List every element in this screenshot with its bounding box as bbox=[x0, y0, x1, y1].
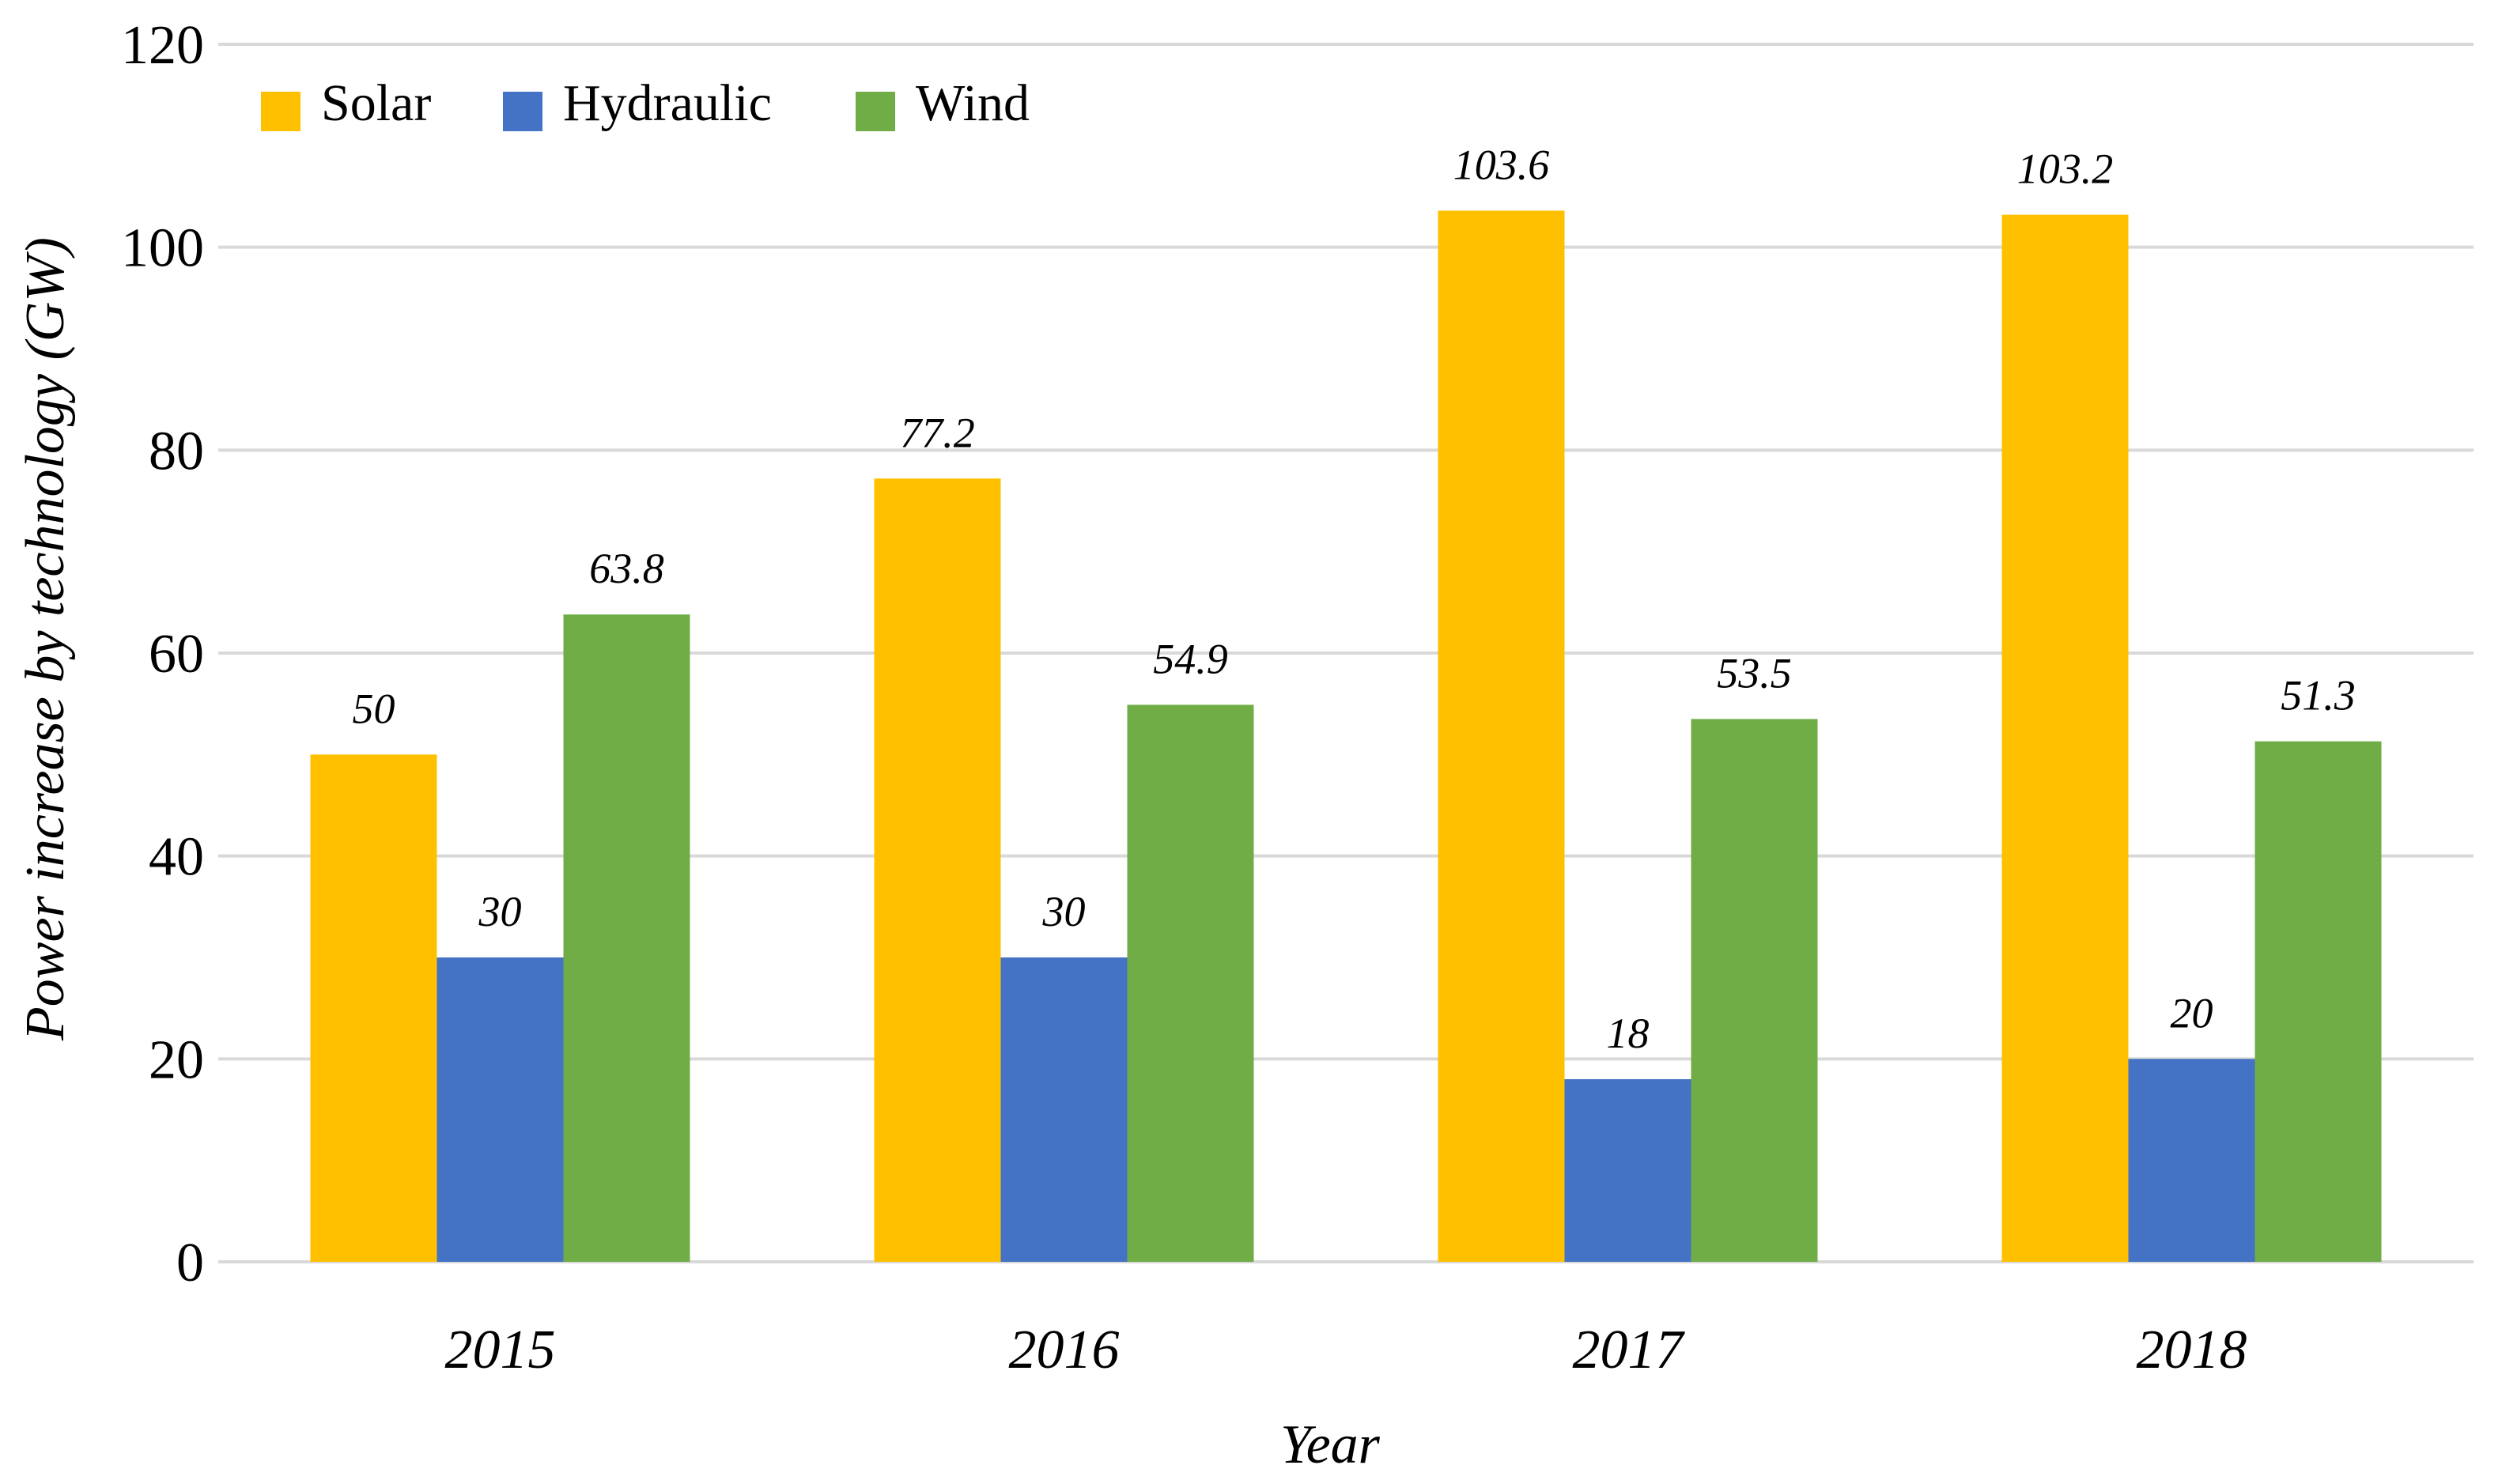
bar-wind-2017 bbox=[1691, 719, 1818, 1262]
data-label-solar-2015: 50 bbox=[353, 685, 395, 732]
y-axis-ticks: 0 20 40 60 80 100 120 bbox=[121, 15, 204, 1293]
data-label-solar-2018: 103.2 bbox=[2017, 145, 2114, 193]
y-tick-label: 120 bbox=[121, 15, 204, 76]
data-label-hydraulic-2015: 30 bbox=[478, 888, 522, 935]
bars-layer bbox=[310, 210, 2382, 1263]
bar-wind-2015 bbox=[563, 614, 690, 1262]
bar-hydraulic-2017 bbox=[1564, 1079, 1691, 1262]
bar-wind-2018 bbox=[2254, 741, 2382, 1262]
y-tick-label: 40 bbox=[149, 827, 204, 888]
data-label-hydraulic-2018: 20 bbox=[2171, 989, 2213, 1037]
data-label-wind-2016: 54.9 bbox=[1153, 635, 1228, 682]
x-tick-label: 2018 bbox=[2137, 1320, 2247, 1380]
bar-hydraulic-2016 bbox=[1000, 957, 1128, 1262]
data-label-wind-2018: 51.3 bbox=[2281, 672, 2356, 719]
x-axis-title: Year bbox=[1280, 1414, 1381, 1475]
y-tick-label: 60 bbox=[149, 624, 204, 685]
y-tick-label: 100 bbox=[121, 218, 204, 279]
data-label-hydraulic-2016: 30 bbox=[1042, 888, 1086, 935]
legend-swatch-hydraulic bbox=[503, 92, 542, 131]
data-label-wind-2017: 53.5 bbox=[1717, 649, 1792, 697]
bar-solar-2017 bbox=[1438, 210, 1565, 1262]
bar-solar-2016 bbox=[874, 478, 1001, 1262]
bar-hydraulic-2015 bbox=[437, 957, 564, 1262]
x-axis-ticks: 2015 2016 2017 2018 bbox=[445, 1320, 2247, 1380]
data-label-hydraulic-2017: 18 bbox=[1607, 1010, 1650, 1057]
legend: Solar Hydraulic Wind bbox=[261, 74, 1030, 132]
legend-swatch-solar bbox=[261, 92, 300, 131]
x-tick-label: 2017 bbox=[1573, 1320, 1686, 1380]
y-tick-label: 20 bbox=[149, 1029, 204, 1090]
y-tick-label: 0 bbox=[176, 1233, 204, 1293]
data-label-solar-2017: 103.6 bbox=[1453, 141, 1550, 188]
x-tick-label: 2016 bbox=[1009, 1320, 1120, 1380]
y-axis-title: Power increase by technology (GW) bbox=[15, 237, 76, 1041]
data-labels-layer: 50 30 63.8 77.2 30 54.9 103.6 18 53.5 103.2 20 51.3 bbox=[353, 141, 2356, 1057]
bar-wind-2016 bbox=[1127, 704, 1254, 1262]
data-label-wind-2015: 63.8 bbox=[589, 545, 664, 592]
legend-label-wind: Wind bbox=[916, 74, 1030, 132]
legend-swatch-wind bbox=[856, 92, 895, 131]
legend-label-hydraulic: Hydraulic bbox=[563, 74, 772, 132]
x-tick-label: 2015 bbox=[445, 1320, 556, 1380]
bar-solar-2015 bbox=[310, 754, 437, 1262]
bar-hydraulic-2018 bbox=[2128, 1059, 2255, 1262]
y-tick-label: 80 bbox=[149, 421, 204, 481]
data-label-solar-2016: 77.2 bbox=[900, 409, 975, 456]
legend-label-solar: Solar bbox=[321, 74, 431, 132]
bar-solar-2018 bbox=[2001, 214, 2129, 1263]
